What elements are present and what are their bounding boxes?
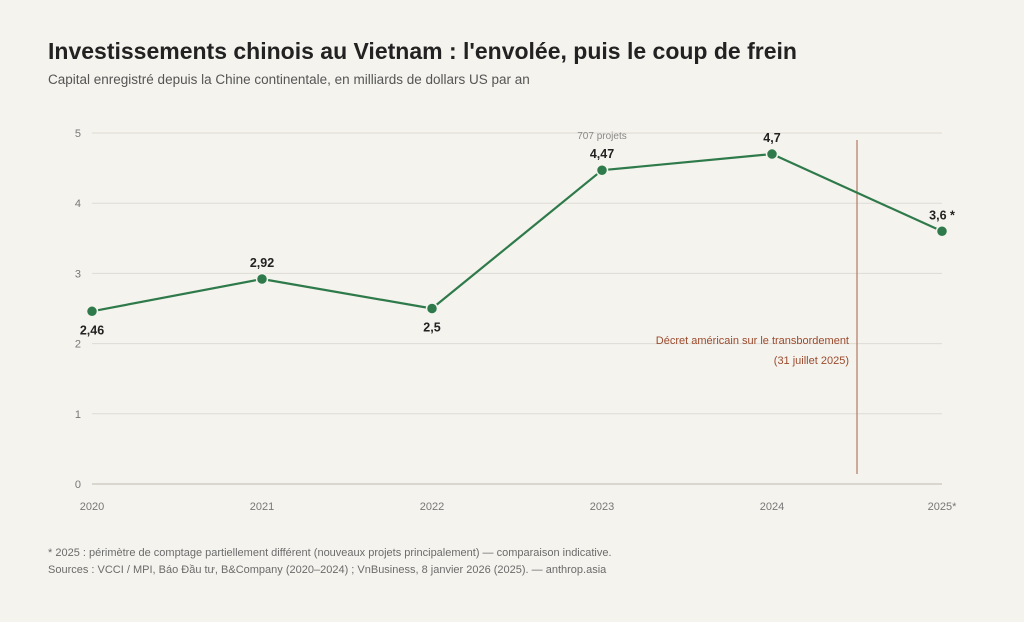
data-point xyxy=(765,147,779,161)
x-tick-label: 2025* xyxy=(928,501,957,513)
series-line xyxy=(91,152,943,313)
footnote-sources: Sources : VCCI / MPI, Báo Đầu tư, B&Comp… xyxy=(48,564,607,576)
data-point xyxy=(935,225,949,238)
data-point xyxy=(85,305,99,318)
y-axis-ticks: 0 1 2 3 4 5 xyxy=(75,128,81,491)
data-point xyxy=(425,302,439,315)
data-labels: 2,46 2,92 2,5 4,47 4,7 3,6 * xyxy=(80,131,955,337)
data-label: 4,47 xyxy=(590,147,614,161)
y-tick-label: 3 xyxy=(75,268,81,280)
grid-lines xyxy=(92,132,942,485)
y-tick-label: 5 xyxy=(75,128,81,140)
y-tick-label: 0 xyxy=(75,479,81,491)
series-line-group xyxy=(91,152,943,313)
x-tick-label: 2022 xyxy=(420,501,444,513)
data-label: 2,46 xyxy=(80,323,104,337)
footnotes: * 2025 : périmètre de comptage partielle… xyxy=(48,545,612,579)
x-tick-label: 2020 xyxy=(80,501,104,513)
data-label: 4,7 xyxy=(763,131,780,145)
decree-annotation: Décret américain sur le transbordement (3… xyxy=(656,140,858,474)
data-label: 3,6 * xyxy=(929,208,955,222)
footnote-note: * 2025 : périmètre de comptage partielle… xyxy=(48,547,612,559)
data-label: 2,5 xyxy=(423,321,440,335)
projects-note: 707 projets xyxy=(577,131,626,142)
decree-date-label: (31 juillet 2025) xyxy=(774,355,849,367)
data-points xyxy=(85,147,949,318)
x-tick-label: 2021 xyxy=(250,501,274,513)
chart-subtitle: Capital enregistré depuis la Chine conti… xyxy=(48,72,530,87)
y-tick-label: 4 xyxy=(75,198,81,210)
y-tick-label: 1 xyxy=(75,409,81,421)
y-tick-label: 2 xyxy=(75,339,81,351)
projects-annotation: 707 projets xyxy=(577,131,626,142)
x-tick-label: 2023 xyxy=(590,501,614,513)
decree-label: Décret américain sur le transbordement xyxy=(656,335,849,347)
x-tick-label: 2024 xyxy=(760,501,784,513)
chart-title: Investissements chinois au Vietnam : l'e… xyxy=(48,38,797,64)
data-label: 2,92 xyxy=(250,256,274,270)
data-point xyxy=(255,272,269,286)
x-axis-ticks: 2020 2021 2022 2023 2024 2025* xyxy=(80,501,957,513)
data-point xyxy=(595,163,609,177)
